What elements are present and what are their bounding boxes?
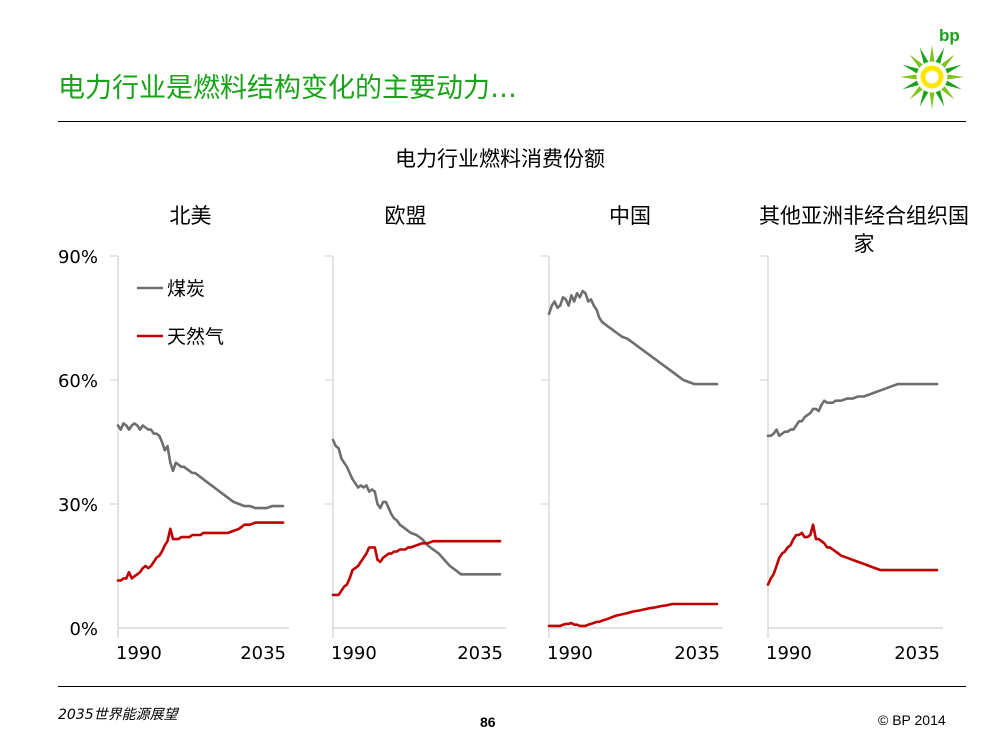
gas-series-line-panel-1	[116, 521, 285, 582]
x-tick-label: 1990	[547, 643, 593, 664]
logo-petal	[909, 84, 925, 100]
logo-petal	[945, 74, 964, 80]
logo-petal	[919, 47, 930, 66]
bp-logo-text: bp	[939, 26, 960, 45]
x-tick-label: 2035	[674, 643, 720, 664]
panel-title-eu: 欧盟	[384, 204, 427, 228]
coal-series-line-panel-2	[331, 438, 502, 576]
logo-petal	[902, 64, 921, 75]
logo-petal	[929, 45, 935, 64]
logo-petal	[909, 54, 925, 70]
chart-title: 电力行业燃料消费份额	[395, 147, 605, 171]
gas-series-line-panel-2	[331, 539, 502, 597]
x-tick-label: 2035	[894, 643, 940, 664]
bp-helios-logo-icon	[900, 45, 964, 109]
copyright: © BP 2014	[878, 712, 946, 728]
logo-petal	[929, 90, 935, 109]
logo-petal	[900, 74, 919, 80]
panel-title-other-asia: 其他亚洲非经合组织国家	[759, 204, 969, 256]
y-tick-label: 30%	[58, 495, 98, 516]
logo-petal	[939, 54, 955, 70]
coal-series-line-panel-3	[547, 289, 719, 386]
logo-petal	[943, 79, 962, 90]
x-tick-label: 1990	[116, 643, 162, 664]
logo-petal	[934, 88, 945, 107]
gas-series-line-panel-4	[766, 523, 939, 586]
x-tick-label: 1990	[331, 643, 377, 664]
x-tick-label: 2035	[457, 643, 503, 664]
logo-petal	[934, 47, 945, 66]
y-tick-label: 60%	[58, 371, 98, 392]
x-tick-label: 2035	[240, 643, 286, 664]
y-tick-label: 90%	[58, 247, 98, 268]
logo-petal	[919, 88, 930, 107]
footer-report-name: 2035世界能源展望	[58, 707, 178, 723]
gas-series-line-panel-3	[547, 602, 719, 628]
header-divider	[58, 121, 966, 122]
panel-title-china: 中国	[609, 204, 651, 228]
slide-title: 电力行业是燃料结构变化的主要动力…	[58, 73, 517, 104]
page-number: 86	[480, 714, 496, 730]
y-tick-label: 0%	[69, 619, 98, 640]
x-tick-label: 1990	[766, 643, 812, 664]
panel-title-north-america: 北美	[169, 204, 212, 228]
coal-series-line-panel-4	[766, 382, 939, 438]
legend-label: 天然气	[167, 326, 224, 348]
coal-series-line-panel-1	[116, 422, 285, 510]
footer-divider	[58, 686, 966, 687]
logo-petal	[939, 84, 955, 100]
logo-petal	[902, 79, 921, 90]
logo-petal	[943, 64, 962, 75]
legend-label: 煤炭	[167, 278, 205, 300]
